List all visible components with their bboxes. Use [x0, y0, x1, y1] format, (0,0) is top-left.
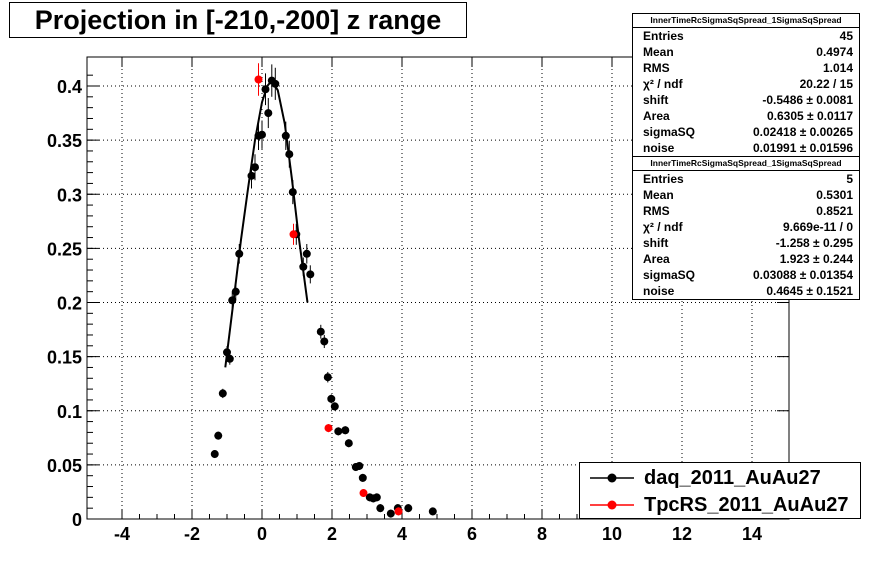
data-point-daq: [299, 262, 308, 271]
data-point-daq: [334, 427, 343, 436]
y-tick-label: 0.25: [47, 239, 82, 259]
legend-entry-daq: daq_2011_AuAu27: [580, 465, 860, 491]
stats-row: shift -0.5486 ± 0.0081: [643, 93, 853, 107]
x-tick-label: 4: [397, 524, 407, 544]
data-point-daq: [428, 507, 437, 516]
data-point-tpcrs: [254, 75, 263, 84]
stats-header: InnerTimeRcSigmaSqSpread_1SigmaSqSpread: [633, 14, 859, 28]
stats-row: Mean 0.4974: [643, 45, 853, 59]
x-tick-label: 14: [742, 524, 762, 544]
data-point-daq: [323, 373, 332, 382]
stats-row: RMS 1.014: [643, 61, 853, 75]
data-point-daq: [372, 493, 381, 502]
x-tick-label: 10: [602, 524, 622, 544]
data-point-daq: [264, 109, 273, 118]
stats-row: noise 0.01991 ± 0.01596: [643, 141, 853, 155]
data-point-daq: [235, 249, 244, 258]
y-tick-labels: 0 0.05 0.1 0.15 0.2 0.25 0.3 0.35 0.4: [47, 77, 82, 530]
data-point-daq: [225, 354, 234, 363]
legend-label: daq_2011_AuAu27: [644, 466, 821, 489]
x-tick-label: 12: [672, 524, 692, 544]
data-point-daq: [306, 270, 315, 279]
data-point-daq: [358, 473, 367, 482]
data-point-tpcrs: [289, 230, 298, 239]
stats-row: Entries 45: [643, 29, 853, 43]
stats-row: RMS 0.8521: [643, 204, 853, 218]
stats-box-2: InnerTimeRcSigmaSqSpread_1SigmaSqSpread …: [632, 156, 860, 300]
x-tick-label: 2: [327, 524, 337, 544]
x-tick-label: 6: [467, 524, 477, 544]
data-point-daq: [261, 85, 270, 94]
stats-row: χ² / ndf 20.22 / 15: [643, 77, 853, 91]
data-point-tpcrs: [359, 489, 368, 498]
legend-entry-tpcrs: TpcRS_2011_AuAu27: [580, 492, 860, 518]
legend: daq_2011_AuAu27 TpcRS_2011_AuAu27: [579, 462, 861, 519]
stats-row: Entries 5: [643, 172, 853, 186]
x-tick-label: 0: [257, 524, 267, 544]
data-point-daq: [404, 504, 413, 513]
y-tick-label: 0: [72, 510, 82, 530]
data-point-daq: [231, 287, 240, 296]
data-point-daq: [302, 249, 311, 258]
y-tick-label: 0.35: [47, 131, 82, 151]
page-title: Projection in [-210,-200] z range: [9, 2, 467, 38]
stats-row: noise 0.4645 ± 0.1521: [643, 284, 853, 298]
data-point-daq: [288, 188, 297, 197]
y-tick-label: 0.4: [57, 77, 82, 97]
data-point-daq: [228, 296, 237, 305]
data-point-daq: [386, 509, 395, 518]
stats-row: Mean 0.5301: [643, 188, 853, 202]
data-point-daq: [271, 79, 280, 88]
stats-row: shift -1.258 ± 0.295: [643, 236, 853, 250]
y-tick-label: 0.05: [47, 456, 82, 476]
legend-marker-icon: [580, 465, 644, 491]
data-point-tpcrs: [324, 424, 333, 433]
data-point-daq: [247, 171, 256, 180]
x-tick-label: 8: [537, 524, 547, 544]
data-point-daq: [330, 402, 339, 411]
stats-row: Area 0.6305 ± 0.0117: [643, 109, 853, 123]
y-tick-label: 0.2: [57, 294, 82, 314]
y-tick-label: 0.3: [57, 185, 82, 205]
y-tick-label: 0.15: [47, 348, 82, 368]
stats-header: InnerTimeRcSigmaSqSpread_1SigmaSqSpread: [633, 157, 859, 171]
x-tick-label: -2: [184, 524, 200, 544]
legend-label: TpcRS_2011_AuAu27: [644, 493, 849, 516]
data-point-daq: [341, 426, 350, 435]
y-tick-label: 0.1: [57, 402, 82, 422]
data-point-daq: [223, 348, 231, 357]
data-point-daq: [218, 389, 227, 398]
data-point-tpcrs: [394, 507, 403, 516]
data-point-daq: [251, 163, 259, 172]
data-point-daq: [285, 150, 294, 159]
data-point-daq: [210, 450, 219, 459]
fit-curve: [224, 78, 309, 368]
data-point-daq: [320, 337, 329, 346]
stats-row: sigmaSQ 0.02418 ± 0.00265: [643, 125, 853, 139]
stats-row: Area 1.923 ± 0.244: [643, 252, 853, 266]
stats-row: χ² / ndf 9.669e-11 / 0: [643, 220, 853, 234]
x-tick-labels: -4 -2 0 2 4 6 8 10 12 14: [114, 524, 762, 544]
data-point-daq: [214, 431, 223, 440]
data-points: [210, 63, 437, 518]
data-point-daq: [281, 131, 290, 140]
data-point-daq: [258, 130, 266, 139]
stats-row: sigmaSQ 0.03088 ± 0.01354: [643, 268, 853, 282]
x-tick-label: -4: [114, 524, 130, 544]
data-point-daq: [327, 394, 336, 403]
data-point-daq: [376, 504, 385, 513]
stats-box-1: InnerTimeRcSigmaSqSpread_1SigmaSqSpread …: [632, 13, 860, 157]
legend-marker-icon: [580, 492, 644, 518]
data-point-daq: [344, 439, 353, 448]
data-point-daq: [316, 327, 325, 336]
data-point-daq: [355, 461, 364, 470]
